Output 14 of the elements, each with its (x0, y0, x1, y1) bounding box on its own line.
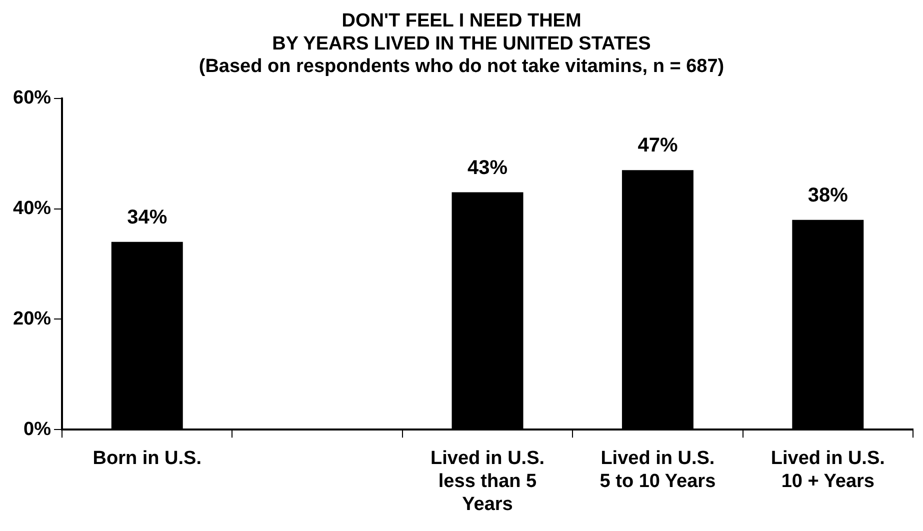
x-tick-label: Lived in U.S. 10 + Years (770, 448, 885, 492)
y-tick-label: 20% (12, 308, 52, 330)
data-label: 38% (808, 184, 848, 206)
x-tick-label: Born in U.S. (92, 448, 202, 470)
y-tick-label: 40% (12, 198, 52, 220)
chart-subtitle: (Based on respondents who do not take vitamins, n = 687) (198, 56, 724, 78)
y-tick-label: 60% (12, 88, 52, 109)
x-tick-label: Lived in U.S. 5 to 10 Years (600, 448, 716, 492)
chart-title: DON'T FEEL I NEED THEM BY YEARS LIVED IN THE UNITED STATES (272, 10, 651, 54)
x-tick-label: Lived in U.S. less than 5 Years (430, 448, 545, 515)
data-label: 43% (468, 156, 508, 179)
data-label: 34% (127, 206, 168, 228)
data-label: 47% (638, 134, 678, 157)
y-tick-label: 0% (24, 418, 52, 440)
